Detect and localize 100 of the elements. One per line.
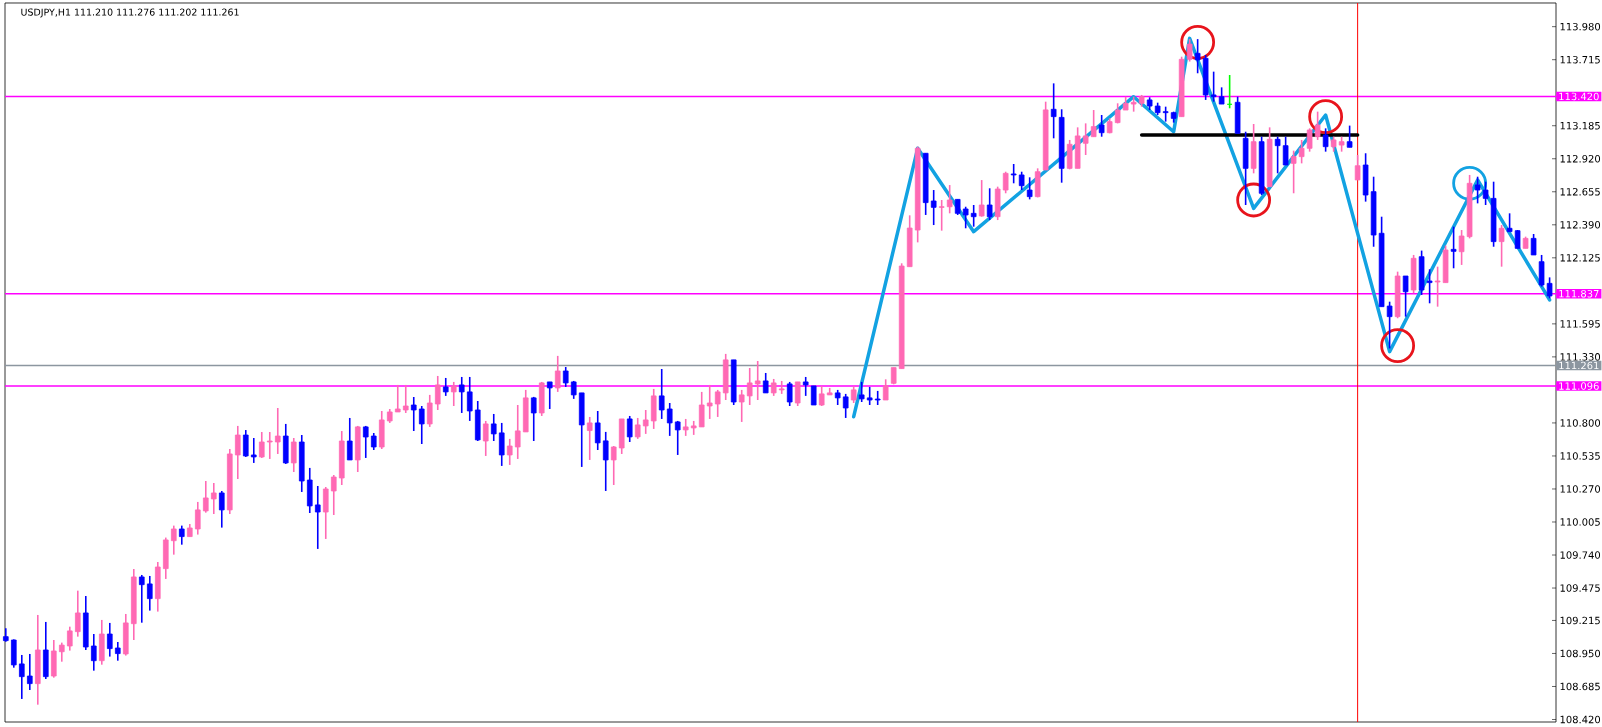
candlestick	[978, 179, 985, 218]
y-tick-label: 109.475	[1560, 584, 1600, 592]
candlestick	[1050, 82, 1057, 140]
candlestick	[1194, 38, 1201, 75]
candlestick	[1450, 225, 1457, 270]
candlestick	[1474, 175, 1481, 205]
candlestick	[506, 438, 513, 466]
candlestick	[170, 524, 177, 556]
candlestick	[19, 654, 25, 700]
candlestick	[1402, 275, 1409, 318]
candlestick	[242, 429, 249, 458]
y-tick-label: 108.420	[1560, 715, 1601, 724]
candlestick	[930, 189, 937, 226]
point	[1308, 99, 1344, 135]
candlestick	[882, 378, 889, 401]
y-tick-label: 112.125	[1560, 254, 1600, 262]
candlestick	[562, 366, 569, 388]
candlestick	[74, 589, 81, 638]
candlestick	[210, 482, 217, 515]
candlestick	[1290, 149, 1297, 195]
candlestick	[202, 480, 209, 514]
candlestick	[1346, 124, 1353, 149]
candlestick	[114, 641, 121, 662]
candlestick	[466, 376, 473, 422]
candlestick	[314, 485, 321, 550]
candlestick	[482, 420, 489, 457]
candlestick	[666, 402, 673, 437]
candlestick	[1186, 38, 1193, 63]
y-tick-label: 112.920	[1560, 154, 1601, 163]
candlestick	[1026, 176, 1033, 201]
candlestick	[514, 404, 521, 460]
candlestick	[234, 425, 241, 480]
text: USDJPY,H1 111.210 111.276 111.202 111.261	[21, 8, 239, 18]
candlestick	[1354, 154, 1361, 181]
candlestick	[962, 205, 969, 230]
candlestick	[1298, 139, 1305, 165]
candlestick	[546, 381, 553, 410]
y-tick-label: 108.685	[1560, 682, 1600, 691]
candlestick	[762, 372, 769, 394]
candlestick	[346, 417, 353, 461]
candlestick	[698, 391, 705, 428]
candlestick	[1386, 300, 1393, 350]
candlestick	[970, 204, 977, 228]
candlestick	[810, 385, 817, 406]
candlestick	[250, 437, 257, 464]
candlestick	[1010, 163, 1017, 185]
candlestick	[1482, 180, 1489, 206]
candlestick	[434, 375, 441, 411]
candlestick	[402, 384, 409, 414]
candlestick	[658, 368, 665, 420]
ref-line-label: 111.261	[1559, 361, 1599, 370]
point	[1380, 328, 1416, 364]
candlestick	[1530, 233, 1537, 256]
candlestick	[258, 431, 265, 459]
y-tick-label: 112.390	[1560, 221, 1601, 229]
candlestick	[842, 393, 849, 419]
candlestick	[1538, 254, 1545, 288]
candlestick	[626, 415, 633, 443]
candlestick	[426, 394, 433, 428]
candlestick	[1322, 127, 1329, 153]
candlestick	[554, 355, 561, 393]
candlestick	[266, 431, 273, 460]
candlestick	[786, 381, 793, 407]
ref-line-label: 113.420	[1559, 92, 1599, 101]
candlestick	[818, 385, 825, 407]
candlestick	[274, 407, 281, 455]
candlestick	[1210, 70, 1217, 103]
candlestick	[322, 486, 329, 540]
y-tick-label: 110.005	[1560, 518, 1600, 526]
candlestick	[1306, 127, 1313, 153]
candlestick	[66, 625, 73, 652]
candlestick	[858, 381, 865, 403]
candlestick	[490, 413, 497, 442]
candlestick	[1018, 170, 1025, 191]
candlestick	[1002, 170, 1009, 195]
candlestick	[634, 417, 641, 440]
candlestick	[1546, 276, 1553, 300]
candlestick	[1282, 135, 1289, 166]
candlestick	[1090, 109, 1097, 138]
candlestick	[602, 431, 609, 492]
y-tick-label: 112.655	[1560, 188, 1600, 196]
y-tick-label: 108.950	[1560, 649, 1601, 658]
candlestick	[498, 422, 505, 467]
y-tick-label: 113.715	[1560, 55, 1600, 64]
y-tick-label: 113.980	[1560, 22, 1601, 31]
candlestick	[866, 386, 873, 406]
candlestick	[1514, 229, 1521, 250]
candlestick	[690, 420, 697, 436]
candlestick	[418, 405, 425, 445]
y-tick-label: 110.270	[1560, 485, 1601, 493]
candlestick	[330, 474, 337, 516]
candlestick	[1426, 268, 1433, 305]
candlestick	[106, 622, 113, 658]
candlestick	[610, 445, 617, 486]
y-tick-label: 109.215	[1560, 616, 1600, 625]
candlestick	[594, 410, 601, 451]
candlestick	[218, 490, 225, 529]
candlestick	[714, 389, 721, 418]
candlestick	[738, 389, 745, 423]
candlestick	[706, 384, 713, 420]
